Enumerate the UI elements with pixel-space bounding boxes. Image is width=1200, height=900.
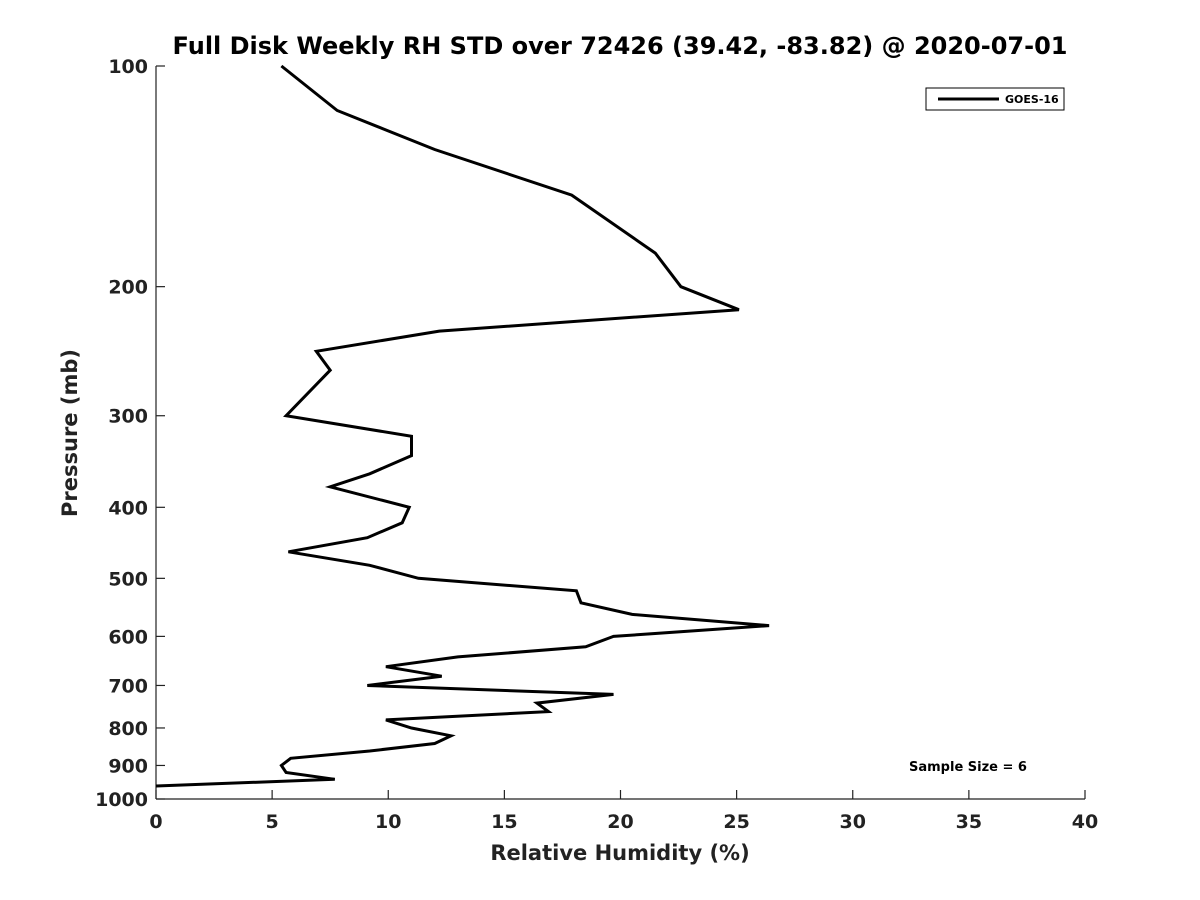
y-axis-ticks: 100 200 300 400 500 600 700 800 900 1000 [95,56,165,811]
y-tick-label: 700 [108,675,148,697]
y-tick-label: 1000 [95,789,148,811]
y-tick-label: 300 [108,406,148,428]
y-tick-label: 800 [108,718,148,740]
x-tick-label: 35 [956,811,982,833]
y-axis-label: Pressure (mb) [58,349,82,517]
x-tick-label: 5 [266,811,279,833]
y-tick-label: 500 [108,568,148,590]
y-tick-label: 100 [108,56,148,78]
x-tick-label: 30 [840,811,866,833]
plot-axes [155,66,1085,800]
x-tick-label: 25 [723,811,749,833]
chart-title: Full Disk Weekly RH STD over 72426 (39.4… [173,32,1068,60]
y-tick-label: 200 [108,277,148,299]
x-axis-ticks: 0 5 10 15 20 25 30 35 40 [149,790,1098,833]
y-tick-label: 600 [108,626,148,648]
x-tick-label: 0 [149,811,162,833]
legend-label-goes-16: GOES-16 [1005,93,1059,106]
x-axis-label: Relative Humidity (%) [490,841,749,865]
x-tick-label: 40 [1072,811,1098,833]
x-tick-label: 20 [607,811,633,833]
legend: GOES-16 [925,87,1065,111]
sample-size-annotation: Sample Size = 6 [909,760,1027,775]
y-tick-label: 400 [108,497,148,519]
x-tick-label: 10 [375,811,401,833]
x-tick-label: 15 [491,811,517,833]
series-line-goes-16 [155,64,770,788]
y-tick-label: 900 [108,755,148,777]
